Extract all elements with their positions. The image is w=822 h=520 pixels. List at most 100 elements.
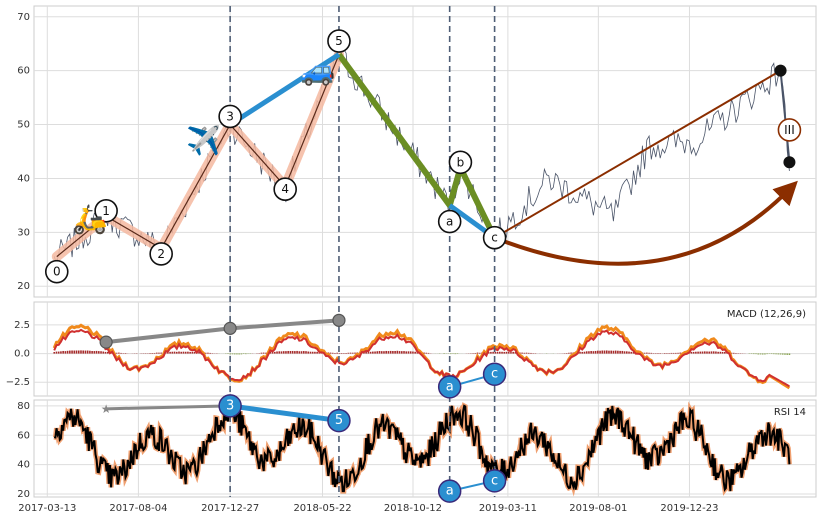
macd-ytick-label: −2.5 xyxy=(6,377,30,388)
correction-wave-line xyxy=(336,52,498,240)
rsi-title: RSI 14 xyxy=(774,407,806,418)
macd-histogram-bar xyxy=(505,351,508,354)
macd-histogram-bar xyxy=(198,351,200,354)
macd-histogram-bar xyxy=(180,351,183,354)
macd-histogram-bar xyxy=(521,352,523,354)
macd-histogram-bar xyxy=(675,352,677,354)
macd-histogram-bar xyxy=(588,351,590,354)
macd-histogram-bar xyxy=(650,352,653,354)
macd-histogram-bar xyxy=(311,351,314,354)
macd-histogram-bar xyxy=(238,353,240,355)
wave-label-c: c xyxy=(482,225,507,250)
macd-histogram-bar xyxy=(677,352,679,354)
price-ytick-label: 70 xyxy=(17,12,30,23)
macd-histogram-bar xyxy=(565,353,568,354)
projection-arrow xyxy=(493,180,798,266)
macd-histogram-bar xyxy=(646,352,648,354)
macd-histogram-bar xyxy=(55,351,58,354)
macd-histogram-bar xyxy=(298,351,301,354)
macd-histogram-bar xyxy=(91,351,93,354)
macd-histogram-bar xyxy=(717,351,719,354)
wave-label-circle xyxy=(437,479,462,503)
annotations-layer: 0 1 2 3 4 5 a b c III 🛵 ✈️ 🚙 a c ★ 3 5 a c xyxy=(44,6,802,503)
macd-histogram-bar xyxy=(316,351,318,354)
macd-histogram-bar xyxy=(389,350,392,354)
macd-histogram-bar xyxy=(585,351,588,354)
wave-label-text: 5 xyxy=(335,34,343,48)
rsi-wave-label-c: c xyxy=(482,469,507,493)
macd-histogram-bar xyxy=(383,351,385,354)
macd-histogram-bar xyxy=(592,351,595,354)
wave-label-text: c xyxy=(491,367,498,382)
rsi-star-icon: ★ xyxy=(101,402,112,416)
macd-histogram-bar xyxy=(703,351,706,354)
macd-divergence-point xyxy=(99,335,113,349)
macd-histogram-bar xyxy=(278,351,281,354)
price-ytick-label: 40 xyxy=(17,173,30,184)
macd-histogram-bar xyxy=(231,353,234,355)
macd-histogram-bar xyxy=(115,352,118,354)
macd-histogram-bar xyxy=(345,353,347,354)
macd-histogram-bar xyxy=(699,351,702,354)
wave-label-circle xyxy=(44,259,69,284)
macd-histogram-bar xyxy=(601,350,604,354)
wave-label-circle xyxy=(218,394,242,418)
macd-histogram-bar xyxy=(191,352,194,354)
wave-label-circle xyxy=(218,104,242,129)
macd-histogram-bar xyxy=(706,351,708,354)
macd-histogram-bar xyxy=(692,351,695,354)
macd-histogram-bar xyxy=(236,353,238,355)
macd-histogram-bar xyxy=(777,353,780,355)
macd-histogram-bar xyxy=(396,350,399,354)
wave-label-text: 4 xyxy=(281,182,289,196)
wave-label-text: 3 xyxy=(226,109,234,123)
wave-label-circle xyxy=(448,150,473,175)
macd-histogram-bar xyxy=(82,350,85,354)
wave-label-3: 3 xyxy=(218,104,242,129)
wave-label-text: c xyxy=(491,231,498,245)
macd-histogram-bar xyxy=(599,350,601,354)
macd-histogram-bar xyxy=(178,351,180,354)
macd-histogram-bar xyxy=(425,352,428,354)
macd-histogram-bar xyxy=(527,352,530,354)
macd-histogram-bar xyxy=(265,352,267,354)
macd-histogram-bar xyxy=(712,351,715,354)
macd-ytick-label: 0.0 xyxy=(14,349,30,360)
macd-histogram-bar xyxy=(730,352,733,354)
macd-histogram-bar xyxy=(276,351,278,354)
macd-histogram-bar xyxy=(291,350,294,354)
macd-histogram-bar xyxy=(690,351,693,354)
macd-histogram-bar xyxy=(173,351,176,354)
wave-label-text: 2 xyxy=(157,247,165,261)
macd-histogram-bar xyxy=(499,351,501,354)
macd-histogram-bar xyxy=(175,351,178,354)
macd-histogram-bar xyxy=(735,353,737,354)
x-tick-label: 2018-05-22 xyxy=(293,503,351,514)
macd-histogram-bar xyxy=(207,352,209,354)
macd-histogram-bar xyxy=(525,352,528,354)
wave-label-circle xyxy=(149,242,173,266)
panel-frames xyxy=(33,5,817,498)
macd-histogram-bar xyxy=(394,350,396,354)
macd-histogram-bar xyxy=(274,351,276,354)
macd-histogram-bar xyxy=(75,350,78,354)
x-tick-label: 2018-10-12 xyxy=(384,503,442,514)
macd-histogram-bar xyxy=(269,351,272,354)
macd-histogram-bar xyxy=(289,350,292,354)
macd-histogram-bar xyxy=(287,350,289,354)
macd-histogram-bar xyxy=(732,352,735,354)
macd-histogram-bar xyxy=(285,351,287,354)
macd-histogram-bar xyxy=(761,353,764,355)
wave-label-circle xyxy=(482,225,507,250)
macd-histogram-bar xyxy=(120,352,122,354)
macd-histogram-bar xyxy=(66,350,69,354)
macd-histogram-bar xyxy=(64,351,67,354)
macd-histogram-bar xyxy=(788,353,791,355)
macd-histogram-bar xyxy=(414,351,416,354)
macd-histogram-bar xyxy=(594,350,597,354)
wave-label-text: 5 xyxy=(335,413,343,428)
wave-label-text: c xyxy=(491,473,498,488)
macd-histogram-bar xyxy=(73,350,76,354)
trend-link-line xyxy=(228,52,341,127)
macd-histogram-bar xyxy=(579,351,581,354)
